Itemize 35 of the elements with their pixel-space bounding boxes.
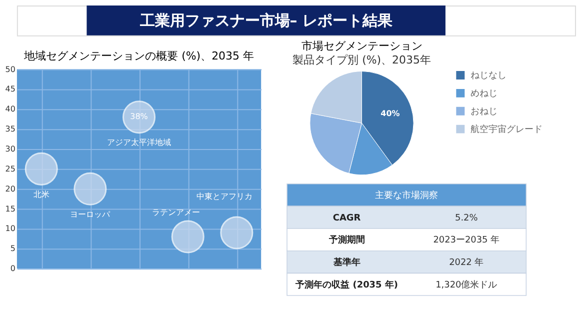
y-tick-label: 20 <box>5 184 16 194</box>
legend-label: おねじ <box>470 107 498 118</box>
legend-label: めねじ <box>470 89 498 100</box>
text: 基準年 <box>332 257 360 268</box>
text: 2023ー2035 年 <box>433 234 500 246</box>
data-label: 40% <box>380 108 400 118</box>
chart-title: 地域セグメンテーションの概要 (%)、2035 年 <box>23 49 254 62</box>
y-tick-label: 40 <box>5 104 16 114</box>
text: 1,320億米ドル <box>436 279 498 290</box>
chart-title: 市場セグメンテーション <box>301 39 422 52</box>
y-tick-label: 10 <box>5 224 16 234</box>
text: 工業用ファスナー市場– レポート結果 <box>138 11 394 30</box>
y-tick-label: 35 <box>5 124 16 134</box>
legend-label: 航空宇宙グレード <box>470 124 542 136</box>
y-tick-label: 45 <box>5 84 16 94</box>
data-label: 38% <box>130 112 148 122</box>
text: 主要な市場洞察 <box>375 190 438 202</box>
series-label: アジア太平洋地域 <box>107 138 172 148</box>
chart-subtitle: 製品タイプ別 (%)、2035年 <box>292 53 431 66</box>
y-tick-label: 15 <box>5 204 16 214</box>
y-tick-label: 0 <box>10 264 16 274</box>
text: 予測年の収益 (2035 年) <box>294 279 398 290</box>
y-tick-label: 50 <box>5 64 16 74</box>
text: 予測期間 <box>328 234 365 246</box>
y-tick-label: 25 <box>5 164 16 174</box>
text: 中東とアフリカ <box>196 192 253 201</box>
text: 2022 年 <box>449 257 484 268</box>
series-label: ラテンアメー <box>152 208 200 217</box>
y-tick-label: 30 <box>5 144 16 154</box>
series-label: 北米 <box>33 190 50 199</box>
legend-label: ねじなし <box>470 71 506 82</box>
y-tick-label: 5 <box>10 244 16 254</box>
text: CAGR <box>332 213 361 224</box>
text: 5.2% <box>455 213 478 224</box>
series-label: ヨーロッパ <box>70 210 112 219</box>
